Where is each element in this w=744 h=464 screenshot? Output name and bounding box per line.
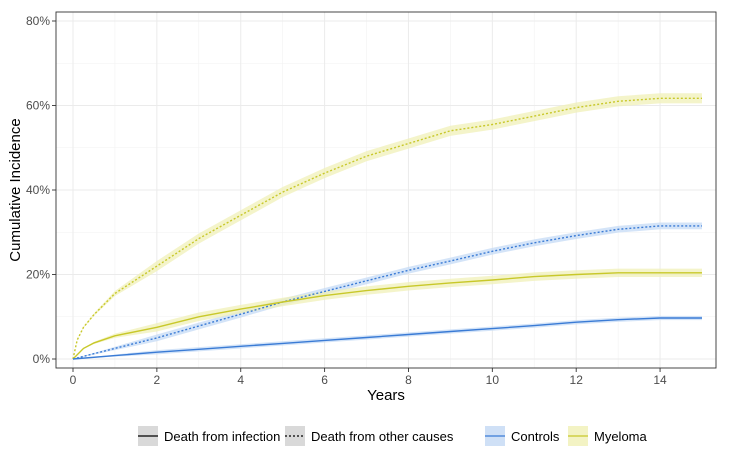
legend-item-myeloma: Myeloma bbox=[568, 426, 648, 446]
legend-label-myeloma: Myeloma bbox=[594, 429, 648, 444]
line-myeloma-death-from-infection bbox=[72, 272, 702, 360]
legend-label-death-from-other-causes: Death from other causes bbox=[311, 429, 454, 444]
x-tick-label: 0 bbox=[70, 373, 77, 387]
band-myeloma-death-from-other-causes bbox=[73, 93, 702, 359]
legend-label-controls: Controls bbox=[511, 429, 560, 444]
x-tick-label: 2 bbox=[154, 373, 161, 387]
x-tick-label: 12 bbox=[570, 373, 584, 387]
x-tick-label: 10 bbox=[486, 373, 500, 387]
x-tick-label: 8 bbox=[405, 373, 412, 387]
band-controls-death-from-other-causes bbox=[73, 222, 702, 359]
y-tick-label: 80% bbox=[26, 14, 50, 28]
y-tick-label: 0% bbox=[33, 352, 51, 366]
confidence-bands bbox=[73, 93, 702, 359]
legend-item-controls: Controls bbox=[485, 426, 560, 446]
incidence-lines bbox=[72, 97, 702, 360]
x-tick-label: 14 bbox=[653, 373, 667, 387]
y-tick-label: 40% bbox=[26, 183, 50, 197]
x-tick-label: 6 bbox=[321, 373, 328, 387]
legend-label-death-from-infection: Death from infection bbox=[164, 429, 280, 444]
y-axis-ticks: 0% 20% 40% 60% 80% bbox=[26, 14, 56, 366]
line-controls-death-from-other-causes bbox=[72, 225, 702, 360]
y-tick-label: 20% bbox=[26, 268, 50, 282]
band-myeloma-death-from-infection bbox=[73, 268, 702, 359]
x-tick-label: 4 bbox=[237, 373, 244, 387]
y-axis-title: Cumulative Incidence bbox=[7, 118, 24, 261]
legend-item-death-from-other-causes: Death from other causes bbox=[285, 426, 454, 446]
y-tick-label: 60% bbox=[26, 99, 50, 113]
band-controls-death-from-infection bbox=[73, 315, 702, 359]
x-axis-ticks: 0 2 4 6 8 10 12 14 bbox=[70, 368, 667, 387]
x-axis-title: Years bbox=[367, 387, 405, 404]
line-controls-death-from-infection bbox=[72, 317, 702, 360]
legend: Death from infection Death from other ca… bbox=[138, 426, 648, 446]
legend-item-death-from-infection: Death from infection bbox=[138, 426, 280, 446]
